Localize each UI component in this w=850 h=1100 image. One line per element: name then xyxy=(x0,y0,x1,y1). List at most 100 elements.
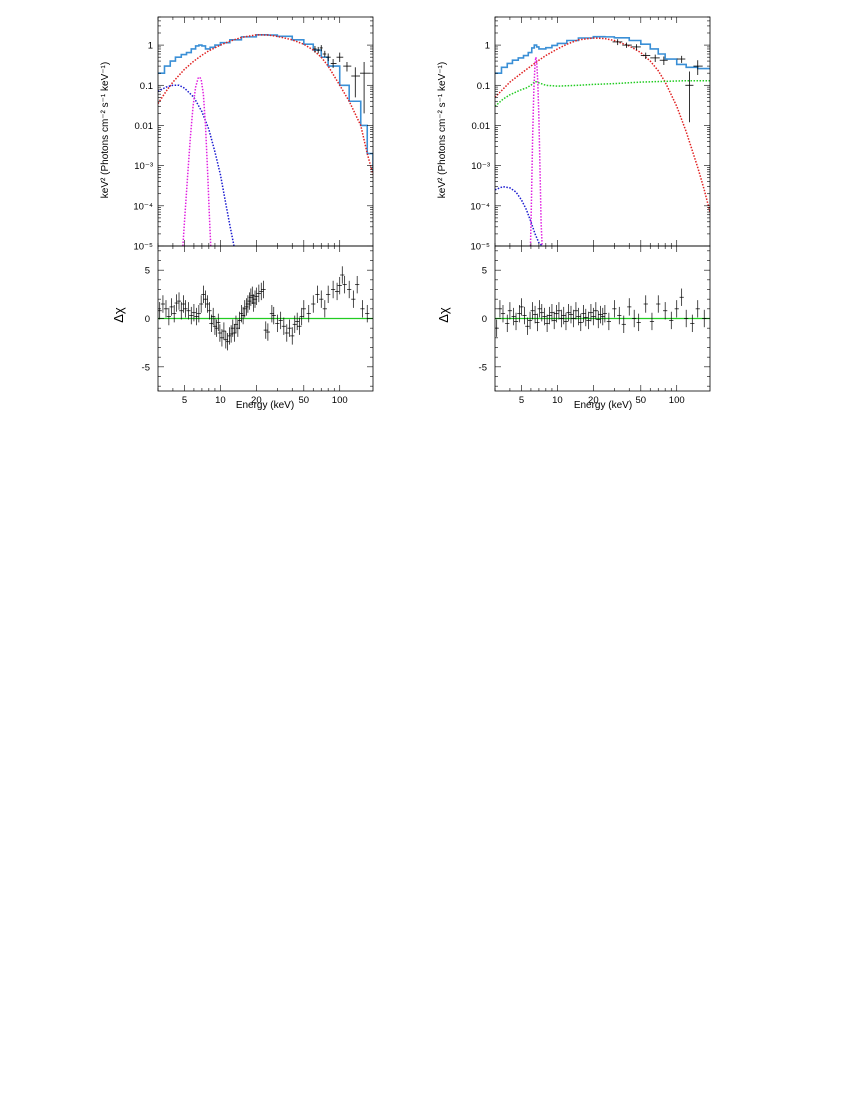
left-bottom-residual-point xyxy=(292,315,297,333)
left-top-total-model-series xyxy=(158,34,373,172)
right-bottom-residual-point xyxy=(649,312,655,331)
left-bottom-residual-point xyxy=(160,295,166,313)
right-bottom-residual-point xyxy=(690,314,695,333)
left-bottom-residual-point xyxy=(256,284,261,303)
left-top-ytick-label: 10⁻⁴ xyxy=(133,201,153,212)
right-bottom-residual-point xyxy=(513,312,519,331)
left-bottom-residual-point xyxy=(365,304,370,323)
right-bottom-xtick-label: 100 xyxy=(669,395,685,406)
left-top-panel: 10⁻⁵ 10⁻⁴ 10⁻³ 0.01 0.1 1 xyxy=(133,16,374,253)
right-bottom-residual-point xyxy=(547,306,552,325)
left-bottom-residual-point xyxy=(217,324,222,342)
left-top-data-point xyxy=(351,67,361,98)
right-xlabel: Energy (keV) xyxy=(574,400,632,411)
left-top-data-point xyxy=(360,61,371,114)
right-bottom-residual-point xyxy=(621,315,626,333)
right-bottom-residual-point xyxy=(544,314,550,333)
right-bottom-residual-point xyxy=(593,302,598,320)
right-bottom-residual-point xyxy=(511,307,516,326)
left-top-ytick-label: 10⁻⁵ xyxy=(133,242,153,253)
right-bottom-plot-area xyxy=(495,288,710,337)
left-bottom-residual-point xyxy=(203,290,208,308)
right-bottom-residual-point xyxy=(530,302,535,320)
right-bottom-residual-point xyxy=(559,309,564,328)
right-top-plot-area xyxy=(495,35,710,246)
left-bottom-residual-point xyxy=(186,302,191,320)
right-bottom-residual-point xyxy=(549,304,555,322)
right-residual-ylabel: Δχ xyxy=(436,307,451,323)
left-bottom-residual-point xyxy=(337,276,342,295)
left-top-ytick-label: 10⁻³ xyxy=(134,161,153,172)
left-bottom-residual-point xyxy=(201,285,206,304)
right-bottom-residual-point xyxy=(497,300,503,318)
right-top-data-point xyxy=(659,56,668,65)
left-bottom-residual-point xyxy=(176,292,182,310)
left-top-data-point xyxy=(343,61,352,72)
right-bottom-residual-point xyxy=(571,309,576,328)
left-bottom-residual-point xyxy=(183,300,188,318)
left-bottom-residual-point xyxy=(194,307,199,326)
right-bottom-residual-point xyxy=(588,304,594,322)
right-bottom-residual-point xyxy=(576,307,581,326)
left-residual-ylabel: Δχ xyxy=(111,307,126,323)
right-bottom-residual-point xyxy=(695,300,700,318)
right-top-ytick-label: 10⁻⁴ xyxy=(470,201,490,212)
left-top-data-point xyxy=(330,59,337,68)
left-bottom-residual-point xyxy=(189,306,194,325)
right-top-data-point xyxy=(640,52,651,60)
right-bottom-residual-point xyxy=(679,288,684,306)
left-bottom-residual-point xyxy=(216,313,221,332)
left-bottom-residual-point xyxy=(319,290,324,308)
right-top-total-model-series xyxy=(495,35,710,74)
right-bottom-residual-point xyxy=(636,313,641,332)
right-bottom-residual-point xyxy=(563,312,569,331)
left-spectrum-ylabel: keV² (Photons cm⁻² s⁻¹ keV⁻¹) xyxy=(100,62,111,198)
right-bottom-residual-point xyxy=(539,304,544,322)
left-bottom-xtick-label: 10 xyxy=(215,395,226,406)
left-bottom-residual-point xyxy=(326,285,331,304)
left-bottom-xtick-label: 100 xyxy=(332,395,348,406)
left-bottom-residual-point xyxy=(233,315,239,333)
left-bottom-residual-point xyxy=(334,282,340,301)
left-bottom-residual-point xyxy=(275,314,280,333)
right-top-ytick-label: 10⁻⁵ xyxy=(470,242,490,253)
left-bottom-xtick-label: 5 xyxy=(182,395,187,406)
right-top-data-point xyxy=(693,60,703,76)
left-bottom-residual-point xyxy=(340,266,345,284)
right-bottom-residual-point xyxy=(537,300,542,318)
right-residual-ylabel-text: Δχ xyxy=(436,307,451,323)
right-bottom-residual-point xyxy=(612,300,617,318)
right-bottom-residual-point xyxy=(617,306,622,325)
right-top-panel: 10⁻⁵ 10⁻⁴ 10⁻³ 0.01 0.1 1 xyxy=(470,16,711,253)
right-bottom-residual-point xyxy=(566,304,571,322)
left-bottom-residual-point xyxy=(330,280,336,299)
left-bottom-residual-point xyxy=(315,285,320,304)
right-bottom-residual-point xyxy=(656,295,661,313)
right-top-ytick-label: 10⁻³ xyxy=(471,161,490,172)
left-bottom-residual-point xyxy=(301,300,306,318)
left-top-data-point xyxy=(313,45,317,53)
right-bottom-residual-point xyxy=(525,317,530,335)
left-bottom-residual-point xyxy=(265,323,271,341)
left-bottom-residual-point xyxy=(351,290,356,308)
right-bottom-ytick-label: 0 xyxy=(482,314,487,325)
left-bottom-residual-point xyxy=(169,298,174,316)
right-spectrum-ylabel-text: keV² (Photons cm⁻² s⁻¹ keV⁻¹) xyxy=(437,62,448,198)
left-bottom-ytick-label: 5 xyxy=(145,266,150,277)
right-top-data-point xyxy=(685,71,694,123)
right-top-ytick-label: 0.01 xyxy=(472,121,491,132)
left-bottom-residual-point xyxy=(207,302,212,320)
left-top-ytick-label: 0.1 xyxy=(140,81,153,92)
right-bottom-residual-point xyxy=(591,307,596,326)
left-bottom-panel: 5 10 20 50 100 -5 0 5 xyxy=(142,245,374,406)
left-bottom-residual-point xyxy=(360,300,365,318)
right-bottom-residual-point xyxy=(602,304,608,323)
left-spectrum-ylabel-text: keV² (Photons cm⁻² s⁻¹ keV⁻¹) xyxy=(100,62,111,198)
right-top-blue-component-series xyxy=(495,185,543,246)
left-top-data-point xyxy=(322,50,327,58)
left-top-magenta-component-series xyxy=(182,76,212,246)
left-bottom-residual-point xyxy=(163,300,169,318)
left-bottom-residual-point xyxy=(205,295,210,313)
right-bottom-xtick-label: 5 xyxy=(519,395,524,406)
